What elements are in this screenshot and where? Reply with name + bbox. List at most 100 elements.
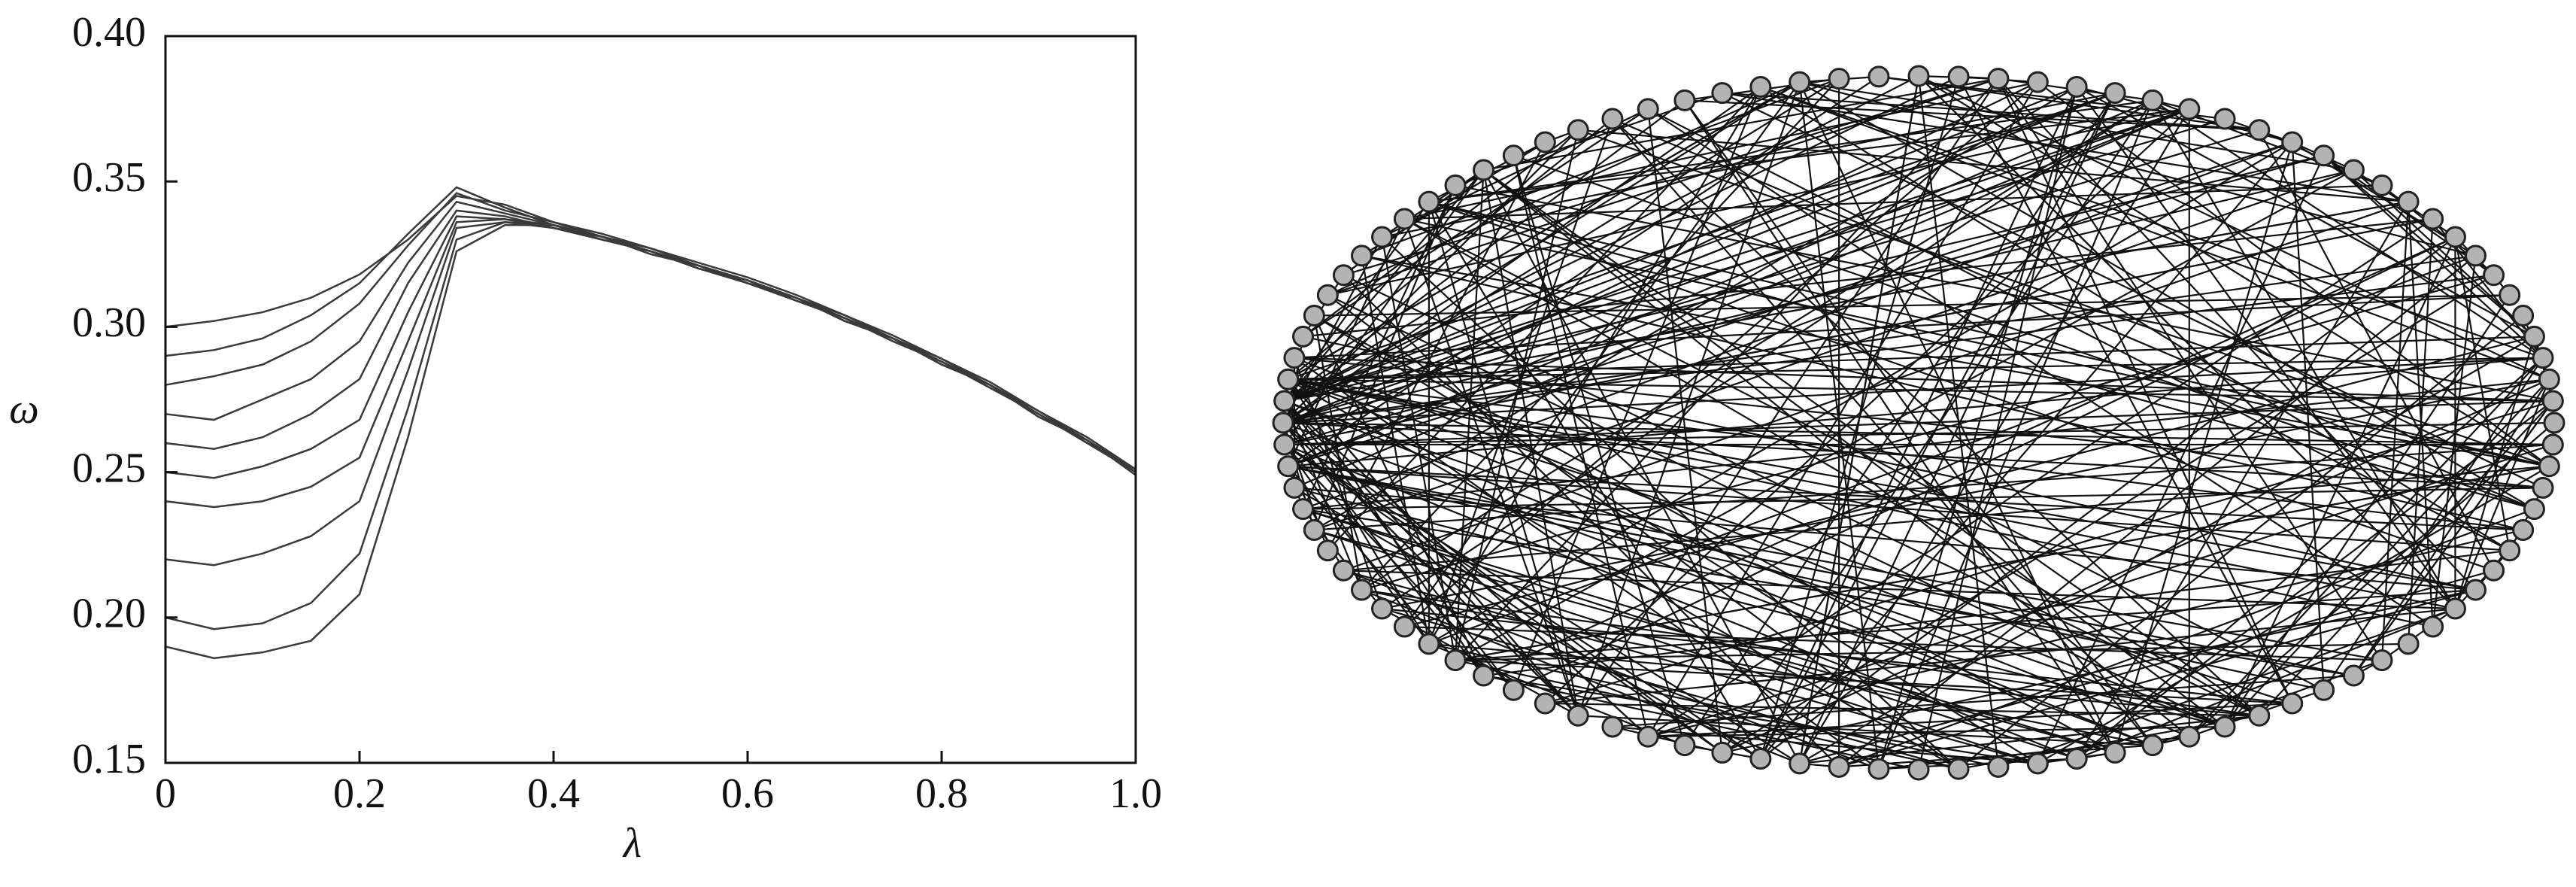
network-edge: [1798, 108, 2190, 764]
network-node: [2444, 226, 2466, 248]
network-edge: [1288, 465, 2354, 677]
x-tick-label: 0: [155, 770, 176, 817]
network-edge: [1428, 99, 2153, 203]
network-edge: [1313, 315, 1363, 591]
network-edge: [1288, 465, 2510, 551]
network-node: [1907, 65, 1930, 87]
network: [1272, 65, 2565, 781]
network-node: [1789, 71, 1811, 93]
network-node: [1273, 390, 1296, 412]
network-edge: [1403, 218, 2260, 717]
network-edge: [1284, 154, 2324, 402]
network-edge: [1482, 169, 2260, 717]
network-edge: [1917, 87, 2078, 770]
network-node: [2512, 518, 2535, 541]
network-edge: [2381, 608, 2456, 661]
network-node: [1502, 679, 1525, 701]
network-edge: [1428, 201, 1579, 716]
y-axis-label: ω: [9, 386, 39, 433]
network-edge: [1760, 86, 2550, 381]
network-node: [2342, 664, 2365, 687]
network-edge: [1343, 274, 2260, 717]
network-edge: [2076, 400, 2553, 760]
network-edge: [1343, 77, 1999, 276]
network-node: [2141, 734, 2164, 757]
network-edge: [1361, 77, 1840, 591]
network-node: [1351, 579, 1373, 601]
network-edge: [1287, 118, 1613, 381]
network-node: [1534, 692, 1556, 715]
network-edge: [1282, 169, 2354, 424]
network-node: [1534, 131, 1556, 153]
network-node: [2281, 131, 2304, 153]
network-edge: [1722, 274, 2495, 754]
network-edge: [1282, 357, 2544, 424]
network-edge: [1382, 108, 1649, 238]
network-edge: [1483, 77, 1999, 172]
network-edge: [1918, 75, 2550, 381]
network-node: [2213, 715, 2236, 738]
network-node: [1947, 65, 1970, 88]
network-node: [1868, 758, 1890, 780]
network-edge: [1343, 570, 2456, 610]
network-edge: [1283, 400, 1363, 591]
network-edge: [1513, 155, 1649, 737]
network-edge: [1799, 81, 2354, 172]
network-edge: [2076, 86, 2456, 609]
network-edge: [1455, 184, 2553, 402]
network-node: [2422, 615, 2444, 638]
network-node: [2532, 347, 2554, 369]
network-node: [1987, 755, 2010, 778]
network-node: [2512, 305, 2535, 327]
network-node: [1273, 433, 1296, 456]
network-edge: [1288, 378, 2523, 531]
network-edge: [1314, 294, 2510, 317]
network-edge: [2454, 549, 2511, 609]
network-edge: [1612, 118, 2153, 746]
network-node: [2178, 98, 2201, 120]
network-node: [2178, 725, 2201, 748]
network-node: [1332, 559, 1355, 582]
network-edge: [1799, 81, 2535, 510]
network-edge: [1293, 357, 1383, 609]
network-node: [1371, 597, 1394, 620]
network-node: [1351, 245, 1373, 267]
network-node: [2532, 476, 2554, 499]
network-node: [2026, 71, 2049, 93]
network-edge: [1361, 77, 1840, 257]
network-edge: [1284, 108, 2190, 402]
network-edge: [1455, 642, 2409, 661]
data-line: [165, 221, 1136, 630]
network-node: [2538, 368, 2560, 390]
network-edge: [1404, 184, 2383, 220]
network-edge: [1428, 201, 2550, 467]
plot-frame: [164, 35, 1137, 764]
network-edge: [2076, 201, 2410, 760]
network-edge: [1288, 141, 2293, 467]
network-node: [2248, 119, 2271, 141]
network-node: [1473, 664, 1495, 687]
network-node: [1567, 704, 1589, 727]
network-edge: [1302, 275, 1345, 337]
network-edge: [1998, 607, 2456, 768]
network-node: [1332, 264, 1355, 287]
network-node: [1601, 108, 1624, 130]
network-node: [1444, 649, 1467, 672]
network-edge: [2323, 357, 2544, 691]
network-node: [2523, 325, 2545, 348]
network-edge: [1455, 659, 2292, 705]
network-node: [1292, 325, 1315, 348]
network-node: [2541, 433, 2564, 456]
y-tick-label: 0.40: [72, 9, 146, 56]
network-edge: [1483, 549, 2510, 677]
network-edge: [2152, 99, 2544, 359]
network-edge: [1294, 108, 2190, 489]
network-node: [1789, 752, 1811, 775]
network-node: [2104, 741, 2126, 764]
network-edge: [1313, 314, 2116, 754]
network-node: [2248, 704, 2271, 727]
y-tick-label: 0.20: [72, 591, 146, 637]
network-edge: [2454, 378, 2550, 609]
network-node: [1283, 347, 1306, 369]
network-edge: [1327, 86, 1761, 551]
